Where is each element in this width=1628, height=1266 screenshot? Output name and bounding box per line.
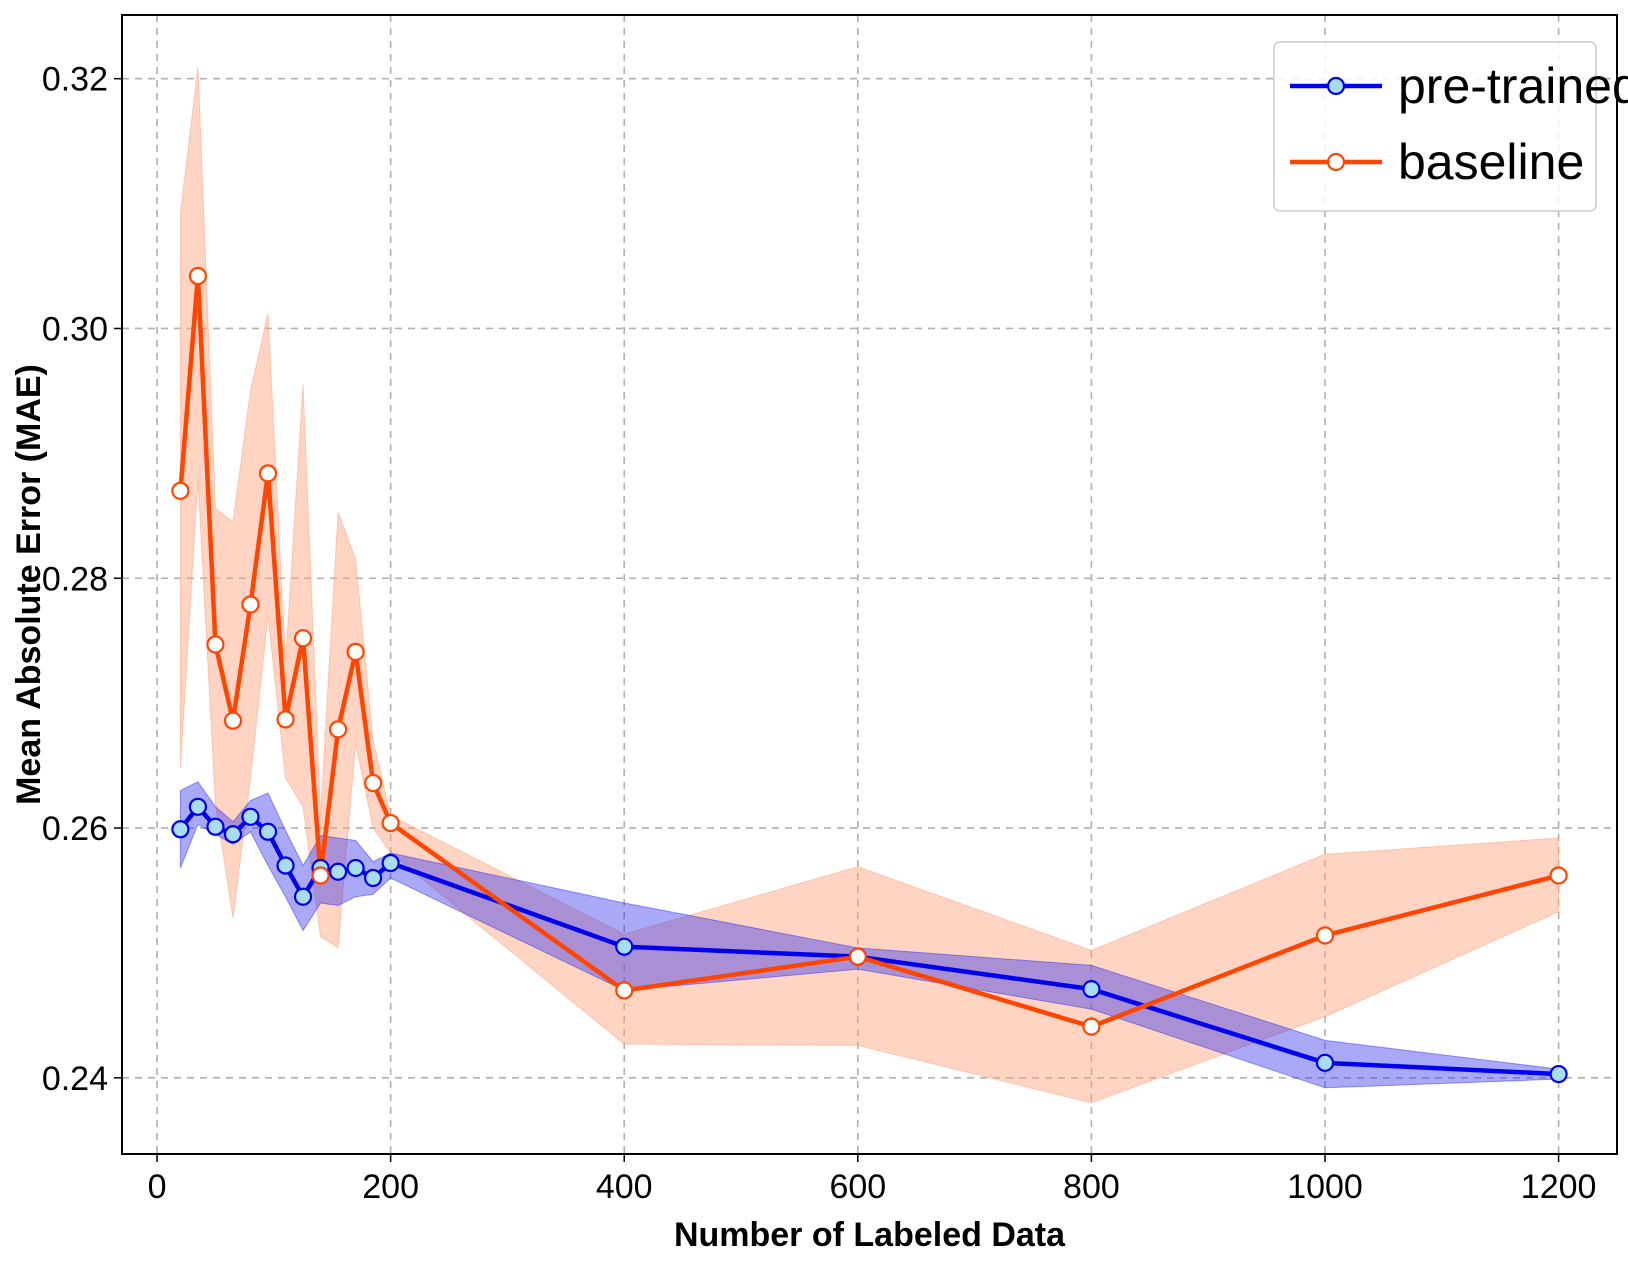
x-tick-label: 1200 — [1521, 1168, 1597, 1206]
data-point-baseline — [241, 595, 260, 614]
confidence-bands — [179, 67, 1560, 1104]
x-tick-label: 600 — [829, 1168, 886, 1206]
y-axis-label: Mean Absolute Error (MAE) — [10, 364, 48, 805]
data-point-pre-trained — [346, 858, 365, 878]
data-point-baseline — [258, 464, 278, 483]
data-point-baseline — [206, 635, 225, 654]
x-tick-label: 400 — [596, 1168, 653, 1206]
series-markers — [171, 266, 1568, 1084]
y-tick-label: 0.26 — [42, 810, 108, 848]
data-point-baseline — [1082, 1017, 1101, 1036]
data-point-pre-trained — [258, 822, 278, 841]
x-axis-label: Number of Labeled Data — [674, 1216, 1066, 1254]
data-point-pre-trained — [1549, 1064, 1568, 1084]
legend-label-pre-trained: pre-trained — [1398, 58, 1628, 114]
data-point-baseline — [188, 266, 208, 286]
data-point-baseline — [364, 773, 383, 793]
data-point-pre-trained — [1315, 1053, 1335, 1072]
data-point-pre-trained — [188, 797, 208, 816]
data-point-baseline — [328, 720, 348, 739]
data-point-pre-trained — [241, 807, 260, 826]
legend-marker-baseline — [1326, 152, 1346, 172]
data-point-baseline — [276, 710, 295, 729]
data-point-pre-trained — [293, 887, 313, 906]
data-point-baseline — [346, 642, 365, 662]
data-point-pre-trained — [171, 820, 190, 839]
y-tick-label: 0.28 — [42, 560, 108, 598]
data-point-baseline — [848, 947, 867, 966]
x-tick-label: 0 — [148, 1168, 167, 1206]
data-point-baseline — [223, 711, 243, 730]
y-tick-label: 0.24 — [42, 1060, 108, 1098]
x-tick-label: 1000 — [1287, 1168, 1363, 1206]
legend: pre-trained baseline — [1273, 41, 1628, 212]
data-point-pre-trained — [364, 868, 383, 888]
data-point-baseline — [1549, 866, 1568, 885]
data-point-baseline — [171, 481, 190, 500]
x-axis-ticks: 0 200 400 600 800 1000 1200 — [148, 1154, 1597, 1206]
y-tick-label: 0.32 — [42, 61, 108, 99]
data-point-baseline — [293, 629, 313, 648]
x-tick-label: 800 — [1063, 1168, 1120, 1206]
confidence-band-baseline — [179, 67, 1560, 1104]
x-tick-label: 200 — [362, 1168, 419, 1206]
data-point-baseline — [311, 866, 330, 885]
data-point-baseline — [615, 981, 634, 1000]
legend-label-baseline: baseline — [1398, 134, 1584, 190]
data-point-pre-trained — [381, 853, 400, 873]
legend-marker-pre-trained — [1326, 76, 1346, 96]
plot-frame — [121, 14, 1618, 1155]
series-line-baseline — [178, 273, 1560, 1029]
data-point-pre-trained — [223, 825, 243, 844]
data-point-pre-trained — [206, 817, 225, 836]
data-point-pre-trained — [328, 862, 348, 881]
data-point-baseline — [1315, 926, 1335, 945]
data-point-baseline — [381, 813, 400, 833]
data-point-pre-trained — [276, 856, 295, 875]
y-tick-label: 0.30 — [42, 310, 108, 348]
data-point-pre-trained — [615, 937, 634, 956]
data-point-pre-trained — [1082, 980, 1101, 999]
y-axis-ticks: 0.24 0.26 0.28 0.30 0.32 — [42, 61, 122, 1098]
